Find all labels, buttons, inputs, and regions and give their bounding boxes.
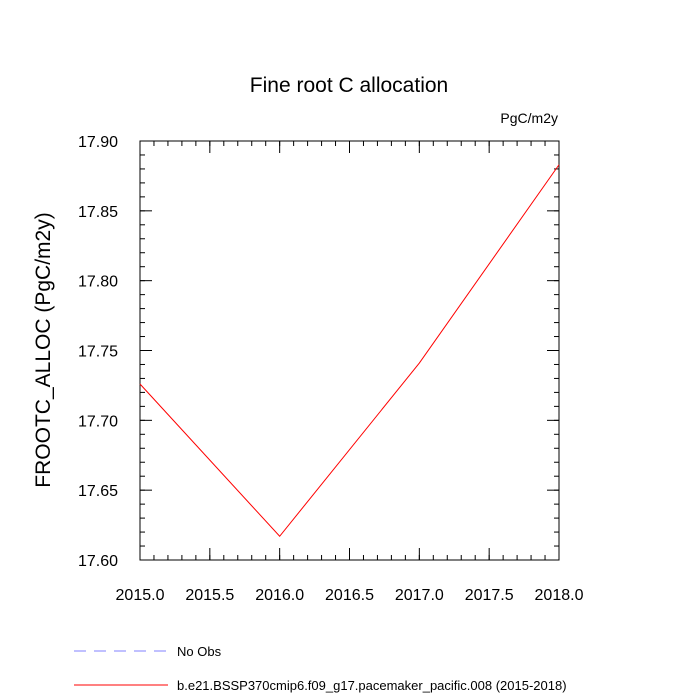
y-tick-label: 17.90 xyxy=(78,134,118,151)
legend: No Obs b.e21.BSSP370cmip6.f09_g17.pacemak… xyxy=(74,644,567,693)
x-tick-label: 2015.0 xyxy=(116,587,165,604)
x-tick-label: 2017.5 xyxy=(465,587,514,604)
x-tick-label: 2017.0 xyxy=(395,587,444,604)
series-line xyxy=(139,164,560,538)
x-tick-label: 2018.0 xyxy=(535,587,584,604)
x-tick-label: 2016.0 xyxy=(255,587,304,604)
y-axis-label: FROOTC_ALLOC (PgC/m2y) xyxy=(32,212,55,487)
legend-label: No Obs xyxy=(177,644,222,659)
units-label: PgC/m2y xyxy=(500,110,558,126)
y-tick-label: 17.65 xyxy=(78,483,118,500)
legend-label: b.e21.BSSP370cmip6.f09_g17.pacemaker_pac… xyxy=(177,678,567,693)
chart-title: Fine root C allocation xyxy=(250,74,448,97)
series-layer xyxy=(139,164,560,538)
axes: 2015.0 2015.5 2016.0 2016.5 2017.0 2017.5 2018… xyxy=(78,134,584,604)
y-tick-label: 17.85 xyxy=(78,204,118,221)
y-tick-label: 17.80 xyxy=(78,274,118,291)
y-tick-label: 17.60 xyxy=(78,553,118,570)
y-tick-label: 17.70 xyxy=(78,413,118,430)
x-tick-label: 2016.5 xyxy=(325,587,374,604)
x-tick-label: 2015.5 xyxy=(185,587,234,604)
y-tick-label: 17.75 xyxy=(78,344,118,361)
plot-frame xyxy=(139,140,560,561)
